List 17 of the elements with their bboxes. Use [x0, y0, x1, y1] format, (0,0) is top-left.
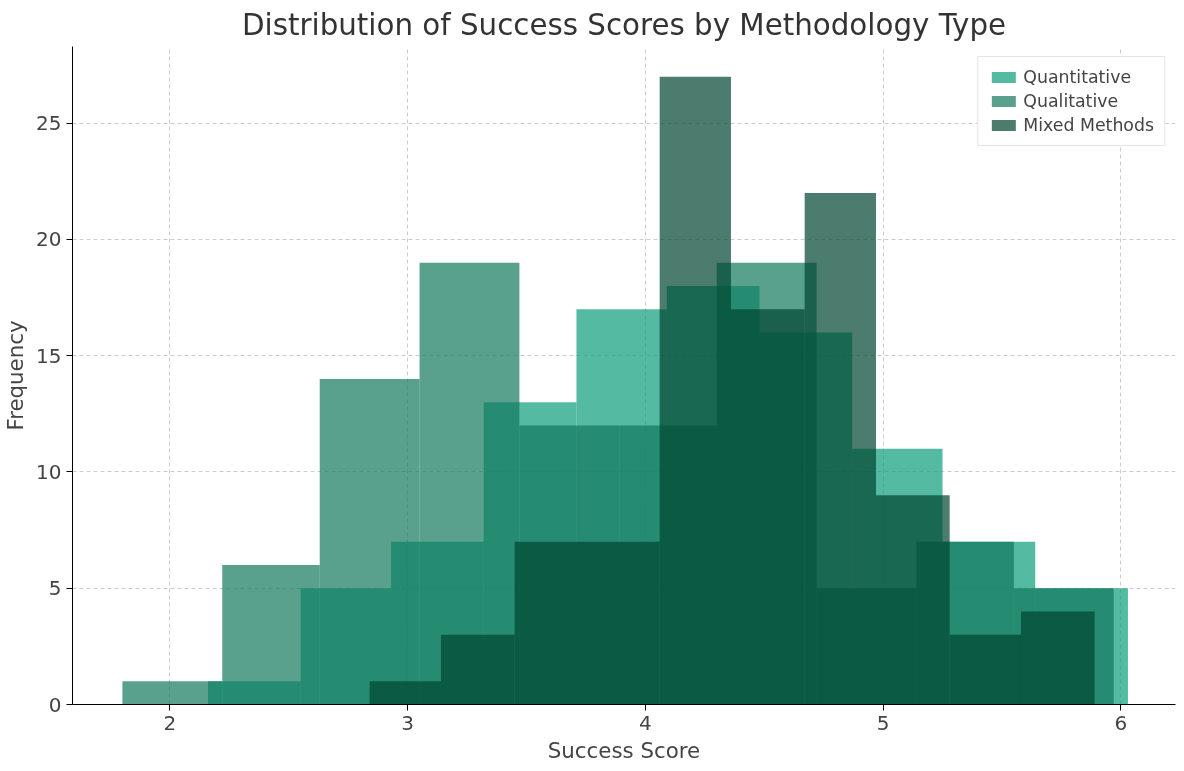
x-tick-label: 6: [1114, 710, 1128, 735]
y-tick-label: 5: [48, 576, 62, 601]
x-tick-label: 4: [639, 710, 652, 735]
y-axis-title: Frequency: [3, 320, 29, 431]
y-tick-label: 25: [36, 111, 62, 136]
x-tick-label: 5: [876, 710, 890, 735]
legend-label: Mixed Methods: [1023, 115, 1154, 135]
y-tick-label: 10: [36, 459, 62, 484]
legend-label: Qualitative: [1023, 91, 1119, 111]
legend-label: Quantitative: [1023, 67, 1132, 87]
y-tick-label: 15: [36, 343, 62, 368]
chart-title: Distribution of Success Scores by Methodology Type: [241, 7, 1007, 42]
x-axis-title: Success Score: [547, 737, 701, 763]
y-tick-label: 20: [36, 227, 62, 252]
x-tick-label: 2: [163, 710, 177, 735]
x-tick-label: 3: [401, 710, 415, 735]
y-tick-label: 0: [48, 692, 62, 717]
